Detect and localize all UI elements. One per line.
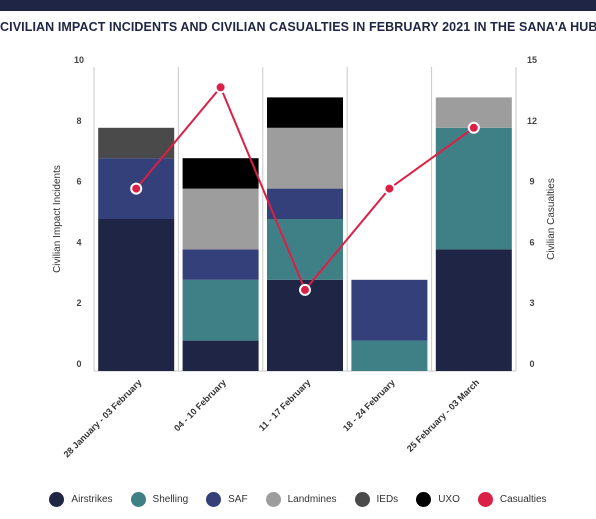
legend-label: UXO	[438, 494, 460, 505]
y-tick-label: 6	[76, 177, 81, 187]
legend-item: UXO	[416, 492, 460, 507]
legend-swatch	[354, 492, 370, 507]
bar-landmines	[267, 127, 343, 189]
legend-item: Airstrikes	[49, 492, 113, 507]
legend-swatch	[130, 492, 146, 507]
bar-saf	[267, 188, 343, 219]
bar-saf	[351, 279, 428, 341]
legend-item: IEDs	[354, 492, 399, 507]
y-tick-label: 0	[76, 359, 81, 369]
legend-label: Airstrikes	[71, 494, 113, 505]
legend-item: SAF	[206, 492, 248, 507]
y-axis-label: Civilian Impact Incidents	[52, 165, 63, 273]
x-tick-label: 25 February - 03 March	[405, 377, 481, 453]
y2-axis-label: Civilian Casualties	[546, 178, 557, 260]
legend-label: SAF	[228, 494, 248, 505]
bar-airstrikes	[98, 219, 175, 371]
legend-swatch	[206, 492, 222, 507]
legend-item: Shelling	[130, 492, 189, 507]
casualties-point	[214, 81, 227, 94]
legend-label: IEDs	[376, 494, 399, 505]
casualties-point	[299, 283, 311, 296]
y-tick-label: 4	[76, 237, 81, 247]
bar-ieds	[98, 127, 175, 159]
y2-tick-label: 12	[527, 116, 537, 126]
bar-landmines	[182, 188, 259, 250]
legend-label: Shelling	[152, 494, 189, 505]
bar-saf	[182, 249, 259, 280]
legend: Airstrikes Shelling SAF Landmines IEDs UXO Cas…	[0, 492, 596, 507]
bar-airstrikes	[435, 249, 512, 371]
chart-title: CIVILIAN IMPACT INCIDENTS AND CIVILIAN C…	[0, 20, 596, 34]
casualties-point	[383, 182, 396, 195]
legend-label: Casualties	[499, 494, 547, 505]
header-bar	[0, 0, 596, 11]
y2-tick-label: 6	[529, 237, 534, 247]
y2-tick-label: 9	[529, 177, 534, 187]
legend-swatch	[49, 492, 65, 507]
bar-airstrikes	[182, 340, 259, 371]
bar-shelling	[435, 127, 512, 250]
x-tick-label: 18 - 24 February	[341, 377, 397, 433]
bar-uxo	[267, 97, 343, 128]
legend-swatch	[477, 492, 493, 507]
legend-item: Landmines	[265, 492, 337, 507]
legend-label: Landmines	[287, 494, 337, 505]
y2-tick-label: 15	[527, 55, 537, 65]
x-tick-label: 11 - 17 February	[257, 377, 313, 433]
y-tick-label: 10	[74, 55, 84, 65]
legend-item: Casualties	[477, 492, 547, 507]
legend-swatch	[265, 492, 281, 507]
casualties-point	[467, 121, 480, 134]
x-tick-label: 04 - 10 February	[172, 377, 228, 433]
y-tick-label: 2	[76, 298, 81, 308]
y2-tick-label: 0	[529, 359, 534, 369]
casualties-point	[130, 182, 143, 195]
bar-uxo	[182, 158, 259, 189]
bar-shelling	[351, 340, 428, 371]
x-tick-label: 28 January - 03 February	[62, 377, 144, 459]
legend-swatch	[416, 492, 432, 507]
y2-tick-label: 3	[529, 298, 534, 308]
y-tick-label: 8	[76, 116, 81, 126]
bar-shelling	[182, 279, 259, 341]
